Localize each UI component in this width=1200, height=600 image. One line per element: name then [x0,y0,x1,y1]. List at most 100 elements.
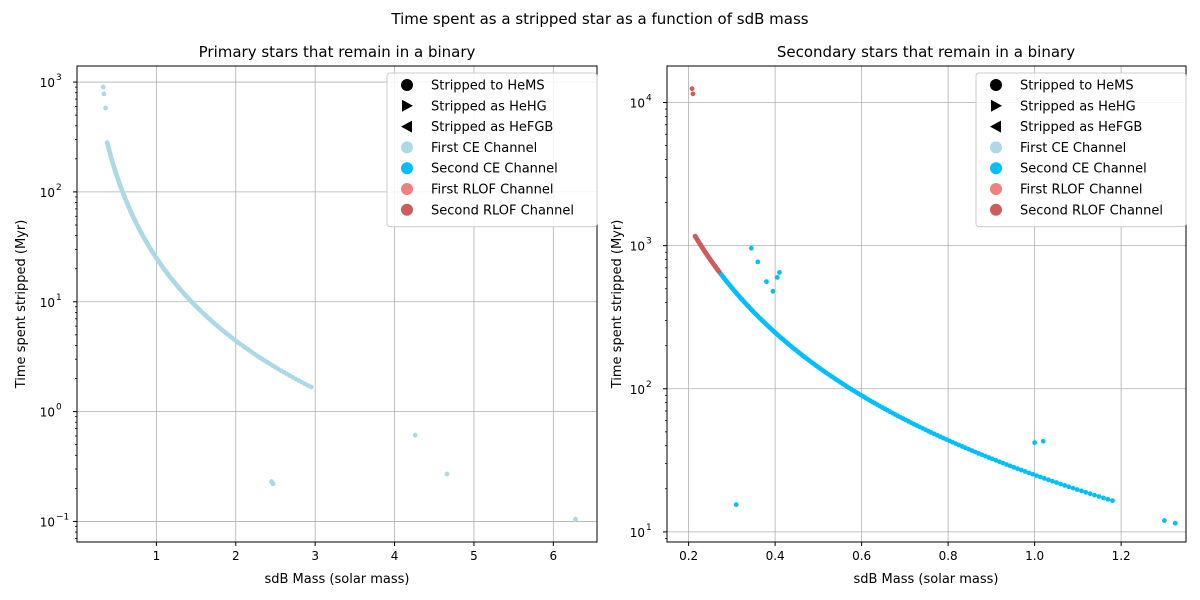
data-point [1101,495,1106,501]
x-tick-label: 3 [311,549,319,563]
legend-box [975,72,1187,228]
data-point [774,275,780,280]
y-tick-exponent: 4 [646,94,652,104]
y-tick-label: 10 [40,296,55,310]
legend-label: Second CE Channel [431,162,558,177]
x-tick-label: 5 [470,549,478,563]
data-points [100,84,578,522]
legend-marker [990,203,1002,216]
data-point [1045,477,1051,483]
panel-title: Primary stars that remain in a binary [199,43,476,61]
x-axis-label: sdB Mass (solar mass) [853,572,998,587]
legend-marker [401,183,413,195]
data-point [1034,473,1039,479]
data-point [1038,474,1043,480]
x-tick-label: 6 [550,549,558,563]
legend-marker [402,99,413,112]
data-point [1074,487,1080,492]
y-tick-exponent: 3 [56,73,62,83]
legend-label: Stripped to HeMS [431,79,545,94]
x-tick-label: 0.4 [766,549,785,563]
data-point [748,245,754,251]
x-tick-label: 0.6 [852,549,871,563]
legend-marker [990,79,1002,91]
y-tick-exponent: 2 [646,380,652,390]
legend-label: Second CE Channel [1020,162,1147,177]
legend-marker [990,162,1002,175]
y-tick-label: 10 [40,515,55,529]
data-point [412,432,418,438]
data-point [1011,464,1017,470]
y-tick-exponent: 1 [56,293,62,303]
data-point [777,270,782,275]
legend: Stripped to HeMS Stripped as HeHG Stripped… [386,72,598,228]
legend-label: First CE Channel [431,141,537,156]
data-point [1030,471,1036,477]
data-point [1087,491,1093,497]
data-point [103,105,108,111]
y-axis-label: Time spent stripped (Myr) [14,220,29,390]
y-axis-label: Time spent stripped (Myr) [610,220,625,390]
y-tick-label: 10 [630,383,645,397]
y-tick-exponent: 1 [646,523,652,533]
x-tick-label: 2 [232,549,240,563]
legend-label: Second RLOF Channel [431,203,574,218]
data-point [689,86,695,92]
legend-marker [401,203,413,216]
panel-secondary: Secondary stars that remain in a binary … [610,43,1187,587]
data-point [1083,489,1089,495]
x-tick-label: 4 [391,549,399,563]
x-tick-label: 1 [153,549,161,563]
data-point [1096,494,1102,499]
legend-label: Second RLOF Channel [1020,203,1163,218]
legend-label: First RLOF Channel [1020,183,1143,198]
legend-label: Stripped as HeHG [431,99,547,114]
legend-marker [401,120,412,133]
data-point [1015,466,1020,472]
data-point [1062,482,1068,488]
legend-label: Stripped as HeHG [1020,99,1136,114]
data-point [1049,478,1055,484]
legend: Stripped to HeMS Stripped as HeHG Stripped… [975,72,1187,228]
legend-label: Stripped as HeFGB [1020,120,1142,135]
legend-marker [991,99,1002,112]
data-point [1070,485,1076,491]
panel-primary: Primary stars that remain in a binary 1 2… [14,43,598,587]
y-tick-label: 10 [630,240,645,254]
x-tick-label: 1.2 [1112,549,1131,563]
data-point [1066,484,1072,490]
x-tick-label: 0.2 [679,549,698,563]
data-point [764,279,769,285]
x-tick-label: 0.8 [939,549,958,563]
data-point [1004,462,1009,467]
y-tick-label: 10 [40,186,55,200]
y-tick-exponent: 2 [56,183,62,193]
data-point [1041,476,1047,481]
data-point [573,516,578,522]
data-point [270,481,276,487]
legend-marker [990,120,1001,133]
y-tick-label: 10 [40,76,55,90]
legend-label: Stripped to HeMS [1020,79,1134,94]
data-point [1026,470,1032,476]
data-point [1018,467,1024,473]
data-point [1092,492,1097,498]
data-points [689,86,1178,526]
data-point [755,259,761,265]
data-point [101,91,107,97]
legend-label: First RLOF Channel [431,183,554,198]
data-point [1110,498,1115,504]
data-point [1172,520,1178,526]
y-tick-exponent: −1 [56,512,69,522]
legend-marker [401,162,413,175]
data-point [1054,480,1059,485]
data-point [1058,481,1063,487]
data-point [1000,460,1006,466]
data-point [100,84,106,90]
data-point [1032,440,1038,446]
y-tick-exponent: 3 [646,237,652,247]
plot-area [666,65,1187,543]
data-point [444,471,450,477]
x-tick-label: 1.0 [1025,549,1044,563]
